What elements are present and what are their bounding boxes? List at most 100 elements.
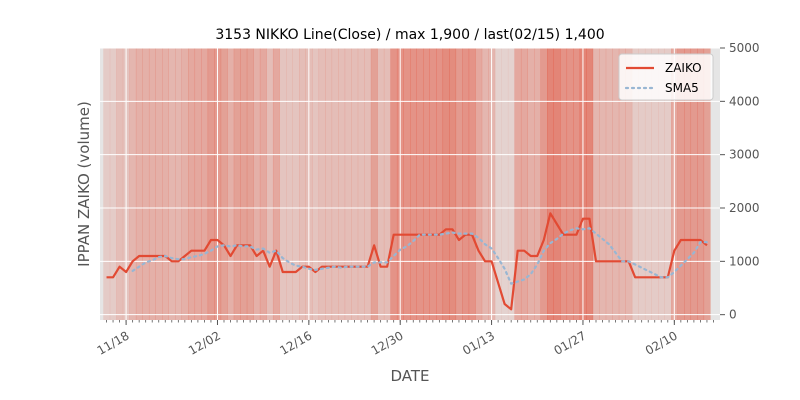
- background-band: [227, 48, 235, 320]
- background-band: [501, 48, 509, 320]
- legend-entry: ZAIKO: [665, 61, 702, 75]
- background-band: [449, 48, 457, 320]
- background-band: [240, 48, 248, 320]
- background-band: [547, 48, 554, 320]
- background-band: [677, 48, 685, 320]
- background-band: [188, 48, 196, 320]
- background-band: [175, 48, 182, 320]
- background-band: [220, 48, 228, 320]
- x-axis: 11/18 12/02 12/16 12/30 01/13 01/27 02/10: [95, 320, 714, 358]
- y-tick-label: 2000: [729, 201, 760, 215]
- legend-box: [618, 53, 714, 101]
- background-band: [162, 48, 169, 320]
- background-band: [272, 48, 280, 320]
- background-band: [103, 48, 111, 320]
- y-tick-label: 0: [729, 308, 737, 322]
- background-band: [109, 48, 117, 320]
- background-band: [266, 48, 274, 320]
- x-tick-label: 12/02: [186, 328, 223, 357]
- plot-area: [100, 47, 720, 320]
- background-band: [599, 48, 607, 320]
- x-tick-label: 01/13: [460, 328, 497, 357]
- background-band: [605, 48, 613, 320]
- background-band: [246, 48, 254, 320]
- background-band: [573, 48, 581, 320]
- background-band: [325, 48, 333, 320]
- background-band: [527, 48, 535, 320]
- background-band: [618, 48, 626, 320]
- background-band: [423, 48, 430, 320]
- background-band: [331, 48, 339, 320]
- background-band: [468, 48, 476, 320]
- background-band: [286, 48, 293, 320]
- background-band: [168, 48, 176, 320]
- background-band: [338, 48, 346, 320]
- background-band: [129, 48, 137, 320]
- background-band: [292, 48, 300, 320]
- background-band: [520, 48, 528, 320]
- background-band: [383, 48, 391, 320]
- background-band: [148, 48, 156, 320]
- background-band: [279, 48, 287, 320]
- background-band: [644, 48, 652, 320]
- background-band: [690, 48, 698, 320]
- background-band: [462, 48, 470, 320]
- y-tick-label: 5000: [729, 41, 760, 55]
- background-band: [429, 48, 437, 320]
- y-tick-label: 3000: [729, 148, 760, 162]
- background-band: [592, 48, 600, 320]
- background-band: [560, 48, 568, 320]
- legend: ZAIKO SMA5: [618, 53, 714, 101]
- sma5-line: [131, 227, 709, 285]
- x-tick-label: 11/18: [95, 328, 132, 357]
- background-band: [116, 48, 124, 320]
- background-band: [638, 48, 646, 320]
- background-band: [416, 48, 424, 320]
- background-band: [364, 48, 372, 320]
- x-tick-label: 01/27: [551, 328, 588, 357]
- background-band: [442, 48, 450, 320]
- y-axis-label: IPPAN ZAIKO (volume): [75, 101, 93, 267]
- background-band: [259, 48, 267, 320]
- x-tick-label: 12/16: [277, 328, 314, 357]
- background-band: [631, 48, 639, 320]
- x-tick-label: 02/10: [643, 328, 680, 357]
- y-axis: 0 1000 2000 3000 4000 5000: [720, 41, 760, 322]
- background-band: [377, 48, 385, 320]
- background-band: [612, 48, 620, 320]
- series-lines: [106, 212, 709, 311]
- background-band: [586, 48, 594, 320]
- background-band: [534, 48, 541, 320]
- background-band: [299, 48, 306, 320]
- grid-lines: [100, 47, 720, 320]
- background-band: [370, 48, 378, 320]
- background-band: [155, 48, 163, 320]
- y-tick-label: 4000: [729, 94, 760, 108]
- background-band: [703, 48, 711, 320]
- background-band: [566, 48, 574, 320]
- background-band: [344, 48, 352, 320]
- x-tick-label: 12/30: [369, 328, 406, 357]
- background-band: [436, 48, 444, 320]
- background-band: [194, 48, 202, 320]
- background-band: [135, 48, 143, 320]
- background-band: [142, 48, 150, 320]
- background-band: [351, 48, 359, 320]
- background-band: [357, 48, 365, 320]
- background-band: [540, 48, 548, 320]
- background-band: [201, 48, 209, 320]
- background-band: [403, 48, 411, 320]
- background-band: [514, 48, 522, 320]
- background-band: [651, 48, 659, 320]
- background-band: [318, 48, 326, 320]
- background-band: [697, 48, 705, 320]
- background-band: [390, 48, 398, 320]
- chart-title: 3153 NIKKO Line(Close) / max 1,900 / las…: [215, 27, 604, 43]
- background-band: [664, 48, 672, 320]
- background-band: [553, 48, 561, 320]
- background-band: [658, 48, 665, 320]
- background-band: [253, 48, 261, 320]
- x-axis-label: DATE: [390, 367, 429, 385]
- background-band: [207, 48, 215, 320]
